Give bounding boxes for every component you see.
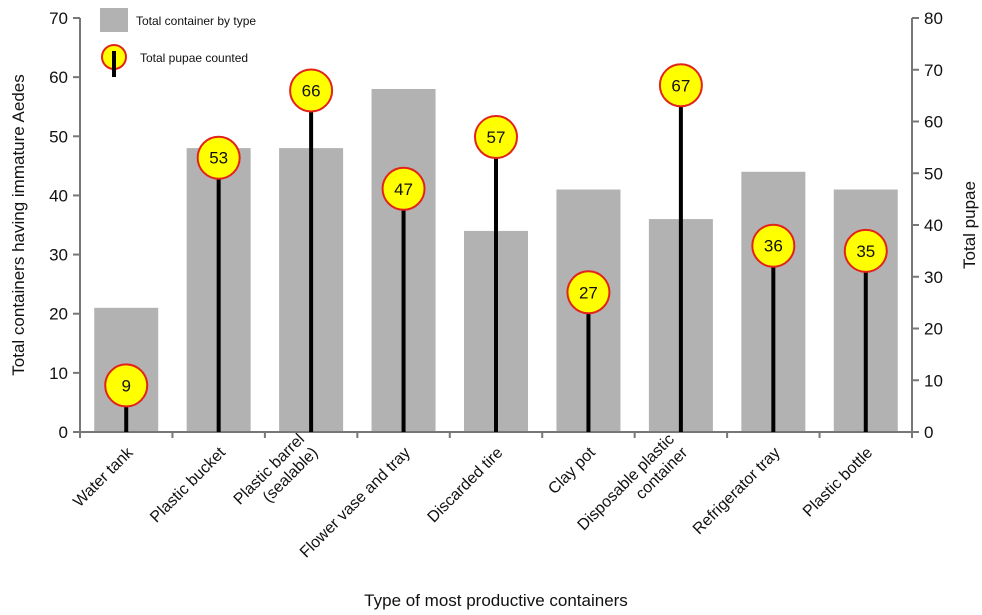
category-label-2: Plastic bucket — [147, 444, 229, 526]
category-label-6: Clay pot — [545, 444, 599, 498]
pupae-label-4: 47 — [394, 180, 413, 199]
pupae-label-2: 53 — [209, 149, 228, 168]
right-tick-label-50: 50 — [924, 164, 943, 183]
right-tick-label-70: 70 — [924, 61, 943, 80]
pupae-marker-3 — [289, 68, 334, 113]
pupae-marker-9 — [843, 228, 888, 273]
left-axis-ticks: 0 10 20 30 40 50 60 70 — [49, 9, 80, 442]
category-label-line: Clay pot — [545, 444, 599, 498]
category-label-line: Plastic bucket — [147, 444, 229, 526]
category-label-8: Refrigerator tray — [690, 444, 784, 538]
left-tick-label-60: 60 — [49, 68, 68, 87]
left-tick-label-10: 10 — [49, 364, 68, 383]
y-axis-right-title: Total pupae — [960, 181, 979, 269]
pupae-marker-1 — [104, 363, 149, 408]
pupae-label-5: 57 — [487, 128, 506, 147]
right-tick-label-10: 10 — [924, 371, 943, 390]
right-tick-label-60: 60 — [924, 113, 943, 132]
pupae-stems-layer — [124, 85, 868, 432]
pupae-label-7: 67 — [671, 76, 690, 95]
pupae-marker-2 — [196, 135, 241, 180]
left-tick-label-0: 0 — [59, 423, 68, 442]
left-tick-label-50: 50 — [49, 127, 68, 146]
left-tick-label-20: 20 — [49, 305, 68, 324]
category-label-5: Discarded tire — [425, 444, 507, 526]
pupae-markers-layer: 9 53 66 47 57 27 67 36 35 — [104, 63, 888, 408]
category-label-line: Discarded tire — [425, 444, 507, 526]
pupae-marker-4 — [381, 166, 426, 211]
x-axis-title: Type of most productive containers — [364, 591, 628, 610]
left-tick-label-70: 70 — [49, 9, 68, 28]
left-tick-label-30: 30 — [49, 246, 68, 265]
pupae-marker-7 — [658, 63, 703, 108]
right-tick-label-20: 20 — [924, 320, 943, 339]
pupae-label-8: 36 — [764, 237, 783, 256]
pupae-label-9: 35 — [856, 242, 875, 261]
category-label-line: Water tank — [70, 444, 137, 511]
legend-bar-label: Total container by type — [136, 14, 256, 28]
category-labels: Water tank Plastic bucket Plastic barrel(s… — [70, 431, 876, 561]
right-tick-label-30: 30 — [924, 268, 943, 287]
pupae-label-6: 27 — [579, 283, 598, 302]
pupae-label-3: 66 — [302, 81, 321, 100]
right-tick-label-80: 80 — [924, 9, 943, 28]
category-label-1: Water tank — [70, 444, 137, 511]
right-axis-ticks: 0 10 20 30 40 50 60 70 80 — [912, 9, 943, 442]
pupae-label-1: 9 — [121, 376, 130, 395]
left-tick-label-40: 40 — [49, 186, 68, 205]
right-tick-label-0: 0 — [924, 423, 933, 442]
category-label-line: Plastic bottle — [800, 444, 876, 520]
pupae-marker-5 — [474, 115, 518, 160]
legend: Total container by type Total pupae coun… — [100, 8, 256, 77]
legend-bar-swatch — [100, 8, 128, 32]
category-label-3: Plastic barrel(sealable) — [231, 431, 322, 508]
legend-pupae-label: Total pupae counted — [140, 51, 248, 65]
pupae-marker-8 — [751, 223, 796, 268]
x-axis-ticks — [79, 432, 913, 438]
category-label-9: Plastic bottle — [800, 444, 876, 520]
right-tick-label-40: 40 — [924, 216, 943, 235]
category-label-line: Refrigerator tray — [690, 444, 784, 538]
pupae-marker-6 — [566, 270, 611, 315]
y-axis-left-title: Total containers having immature Aedes — [9, 74, 28, 375]
legend-pupae-swatch — [101, 44, 127, 77]
